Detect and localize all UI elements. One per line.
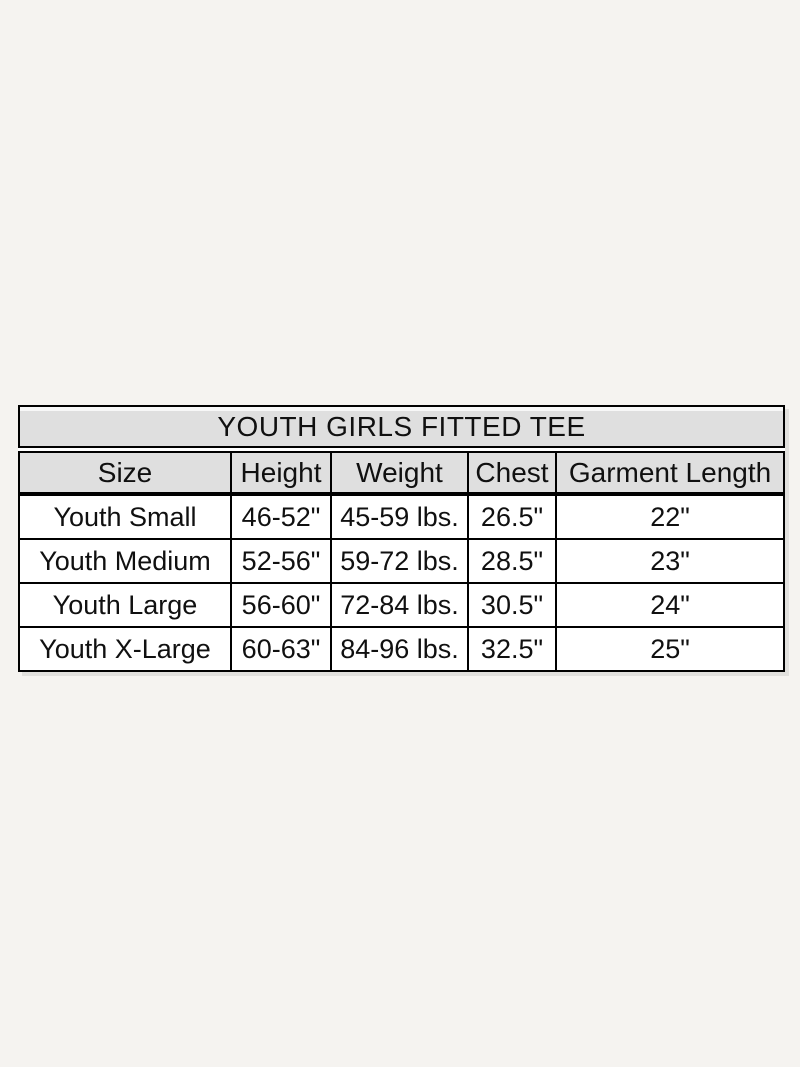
height-cell: 46-52" (230, 493, 332, 540)
table-row-youth-large: Youth Large 56-60" 72-84 lbs. 30.5" 24" (18, 582, 786, 628)
size-cell: Youth Medium (18, 538, 232, 584)
column-header-height: Height (230, 448, 332, 496)
chest-cell: 28.5" (467, 538, 557, 584)
garment-length-cell: 25" (554, 626, 786, 672)
weight-cell: 59-72 lbs. (330, 538, 469, 584)
garment-length-cell: 24" (554, 582, 786, 628)
chest-cell: 32.5" (467, 626, 557, 672)
size-cell: Youth Small (18, 493, 232, 540)
size-cell: Youth Large (18, 582, 232, 628)
weight-cell: 72-84 lbs. (330, 582, 469, 628)
height-cell: 52-56" (230, 538, 332, 584)
table-row-youth-x-large: Youth X-Large 60-63" 84-96 lbs. 32.5" 25… (18, 626, 786, 672)
height-cell: 56-60" (230, 582, 332, 628)
column-header-size: Size (18, 448, 232, 496)
table-header-row: Size Height Weight Chest Garment Length (18, 448, 786, 496)
table-row-youth-medium: Youth Medium 52-56" 59-72 lbs. 28.5" 23" (18, 538, 786, 584)
column-header-garment-length: Garment Length (554, 448, 786, 496)
table-title: YOUTH GIRLS FITTED TEE (17, 405, 786, 453)
weight-cell: 84-96 lbs. (330, 626, 469, 672)
size-chart-table: YOUTH GIRLS FITTED TEE Size Height Weigh… (17, 405, 786, 672)
weight-cell: 45-59 lbs. (330, 493, 469, 540)
table-row-youth-small: Youth Small 46-52" 45-59 lbs. 26.5" 22" (18, 493, 786, 540)
chest-cell: 30.5" (467, 582, 557, 628)
column-header-weight: Weight (330, 448, 469, 496)
height-cell: 60-63" (230, 626, 332, 672)
chest-cell: 26.5" (467, 493, 557, 540)
garment-length-cell: 23" (554, 538, 786, 584)
column-header-chest: Chest (467, 448, 557, 496)
garment-length-cell: 22" (554, 493, 786, 540)
size-cell: Youth X-Large (18, 626, 232, 672)
table-title-row: YOUTH GIRLS FITTED TEE (17, 405, 786, 453)
